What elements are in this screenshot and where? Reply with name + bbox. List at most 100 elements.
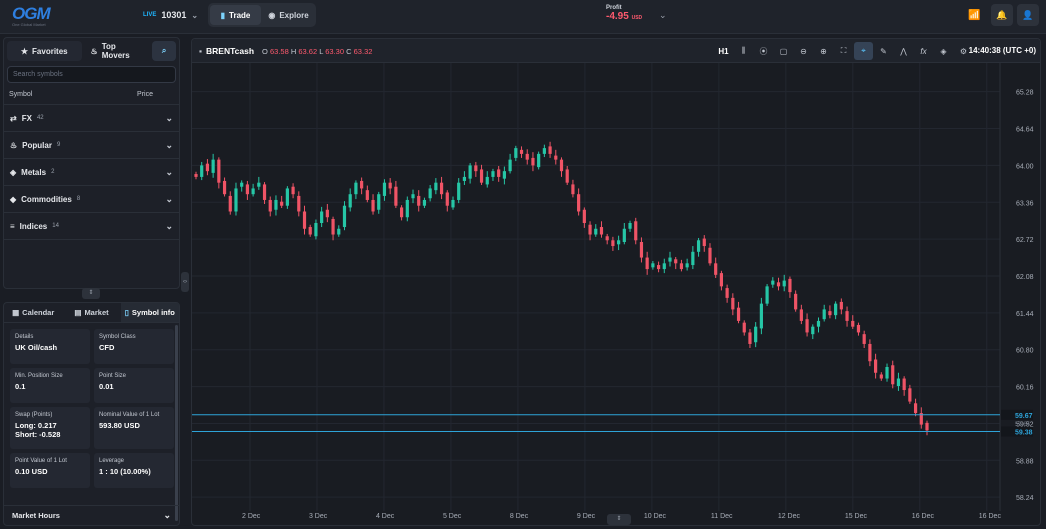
info-value: CFD: [99, 343, 115, 352]
x-tick-label: 16 Dec: [979, 513, 1002, 520]
candle-body: [428, 188, 432, 199]
tab-calendar[interactable]: ▦ Calendar: [4, 303, 62, 322]
candles-icon[interactable]: ⫼: [741, 46, 746, 55]
zoom-in-icon[interactable]: ⊕: [820, 46, 827, 56]
info-cell: Nominal Value of 1 Lot 593.80 USD: [94, 407, 174, 449]
category-popular[interactable]: ♨ Popular 9 ⌄: [4, 132, 179, 159]
instrument-icon: ▪: [199, 46, 203, 56]
chart-symbol[interactable]: ▪ BRENTcash O 63.58 H 63.62 L 63.30 C 63…: [199, 46, 372, 56]
function-icon[interactable]: fx: [920, 46, 927, 56]
pencil-icon[interactable]: ✎: [880, 46, 887, 56]
candle-body: [622, 228, 626, 243]
candle-body: [519, 149, 524, 154]
profit-display[interactable]: Profit -4.95 USD: [606, 5, 642, 22]
indicators-icon[interactable]: ⦿: [759, 46, 768, 56]
main-nav: ▮ Trade ◉ Explore: [208, 3, 316, 27]
candle-body: [805, 319, 809, 333]
y-tick-label: 60.80: [1016, 348, 1034, 355]
category-fx[interactable]: ⇄ FX 42 ⌄: [4, 105, 179, 132]
timeframe-button[interactable]: H1: [718, 46, 729, 56]
connection-icon: 📶: [968, 10, 981, 21]
collapse-sidebar-handle[interactable]: ‹›: [181, 272, 189, 292]
notifications-button[interactable]: 🔔: [991, 4, 1013, 26]
candle-body: [342, 205, 347, 228]
chevron-down-icon: ⌄: [165, 220, 173, 231]
candle-body: [628, 223, 632, 229]
candle-body: [531, 157, 535, 166]
x-tick-label: 16 Dec: [912, 513, 935, 520]
market-hours-accordion[interactable]: Market Hours ⌄: [4, 505, 179, 525]
candle-body: [651, 263, 655, 268]
y-tick-label: 60.16: [1016, 385, 1034, 392]
star-icon: ★: [20, 46, 29, 56]
search-input[interactable]: Search symbols: [7, 66, 176, 83]
panel-resize-handle[interactable]: ⇕: [82, 288, 100, 299]
candle-body: [696, 240, 701, 252]
candle-body: [925, 422, 929, 431]
candle-body: [240, 182, 244, 187]
layers-icon[interactable]: ◈: [940, 46, 947, 56]
candle-body: [542, 148, 546, 154]
tab-symbol-info[interactable]: ▯ Symbol info: [120, 303, 179, 322]
candle-body: [834, 303, 838, 316]
search-toggle-button[interactable]: ⌕: [152, 41, 176, 61]
y-tick-label: 64.64: [1016, 127, 1034, 134]
info-cell: Min. Position Size 0.1: [10, 368, 90, 403]
candle-body: [205, 163, 210, 172]
candle-body: [308, 227, 312, 235]
category-commodities[interactable]: ◆ Commodities 8 ⌄: [4, 186, 179, 213]
indices-icon: ≡: [10, 221, 15, 231]
candle-body: [491, 171, 495, 177]
candle-body: [565, 169, 569, 183]
candle-body: [714, 263, 718, 275]
candle-body: [685, 263, 689, 268]
candle-body: [828, 311, 832, 316]
brand-logo[interactable]: OGM One Global Market: [12, 4, 56, 30]
tab-market[interactable]: ▤ Market: [62, 303, 120, 322]
candle-body: [217, 159, 221, 183]
tab-favorites[interactable]: ★ Favorites: [7, 41, 82, 61]
x-tick-label: 4 Dec: [376, 513, 395, 520]
ohlc-readout: O 63.58 H 63.62 L 63.30 C 63.32: [262, 46, 373, 56]
price-line-tag-bg: [1001, 426, 1033, 437]
candlestick-chart[interactable]: 65.28 64.64 64.00 63.36 62.72 62.08 61.44 60.80…: [192, 63, 1041, 525]
y-tick-label: 62.72: [1016, 237, 1034, 244]
x-tick-label: 15 Dec: [845, 513, 868, 520]
candle-body: [331, 218, 335, 235]
draw-tools-icon[interactable]: ⋀: [900, 46, 907, 56]
trade-tab[interactable]: ▮ Trade: [210, 5, 261, 25]
y-tick-label: 58.24: [1016, 495, 1034, 502]
settings-gear-icon[interactable]: ⚙: [959, 46, 968, 56]
candle-body: [382, 182, 387, 196]
chart-resize-handle[interactable]: ⇕: [607, 514, 631, 525]
calendar-icon: ▦: [12, 308, 20, 317]
document-icon: ▯: [124, 308, 129, 317]
fullscreen-icon[interactable]: ⛶: [840, 46, 847, 55]
x-tick-label: 9 Dec: [577, 513, 596, 520]
profile-button[interactable]: 👤: [1017, 4, 1039, 26]
price-line-label: 59.67: [1015, 413, 1033, 420]
candle-body: [811, 326, 815, 335]
candle-body: [702, 238, 706, 247]
scrollbar[interactable]: [175, 325, 178, 521]
candle-body: [360, 180, 364, 189]
symbol-panel: ★ Favorites ♨ Top Movers ⌕ Search symbol…: [3, 37, 180, 289]
price-line-label: 59.38: [1015, 430, 1033, 437]
tab-calendar-label: Calendar: [22, 308, 55, 317]
candle-body: [348, 194, 352, 208]
candle-body: [782, 280, 786, 287]
candle-body: [354, 182, 358, 195]
candle-body: [725, 288, 729, 298]
candle-body: [228, 195, 232, 212]
zoom-out-icon[interactable]: ⊖: [800, 46, 807, 56]
square-icon[interactable]: ▢: [779, 46, 788, 56]
chevron-down-icon[interactable]: ⌄: [659, 10, 667, 20]
category-metals[interactable]: ◈ Metals 2 ⌄: [4, 159, 179, 186]
crosshair-icon[interactable]: ⌖: [854, 42, 873, 60]
x-tick-label: 10 Dec: [644, 513, 667, 520]
tab-top-movers[interactable]: ♨ Top Movers: [85, 41, 150, 61]
account-selector[interactable]: LIVE 10301 ⌄: [143, 10, 198, 20]
explore-tab[interactable]: ◉ Explore: [263, 5, 314, 25]
category-indices[interactable]: ≡ Indices 14 ⌄: [4, 213, 179, 240]
category-label: Indices: [19, 221, 48, 231]
